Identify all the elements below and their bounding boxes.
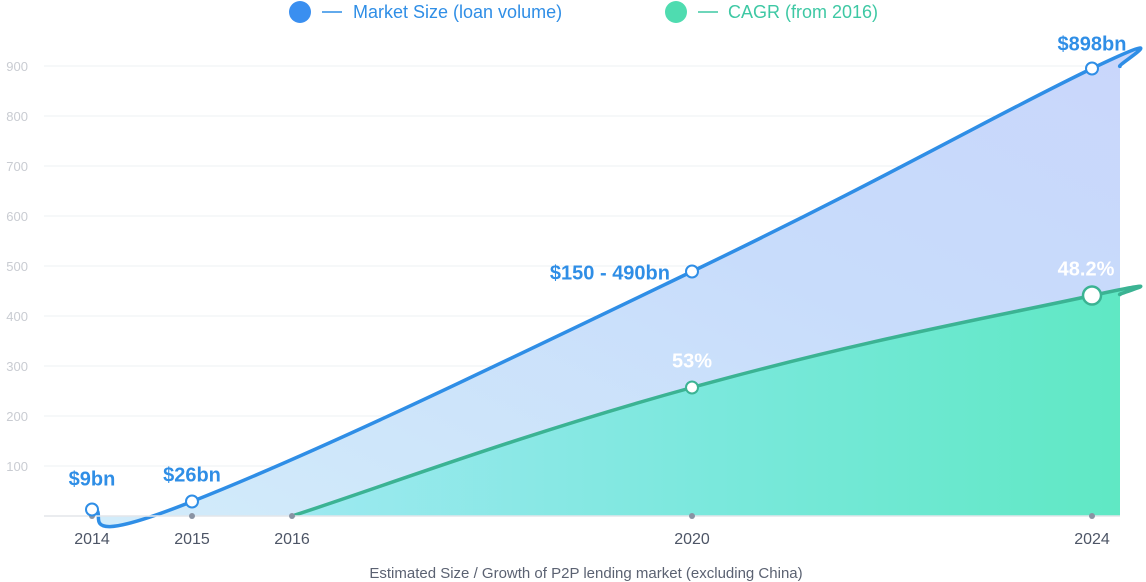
legend-marker-market-size <box>289 1 311 23</box>
data-label: $9bn <box>69 469 116 491</box>
y-tick-label: 100 <box>6 459 28 474</box>
x-axis: 2014 2015 2016 2020 2024 <box>44 513 1120 548</box>
y-tick-label: 900 <box>6 59 28 74</box>
y-tick-label: 500 <box>6 259 28 274</box>
legend-label-market-size: Market Size (loan volume) <box>353 2 562 22</box>
point-marker <box>1081 285 1103 306</box>
x-tick-dot <box>189 513 195 519</box>
y-tick-label: 400 <box>6 309 28 324</box>
point-marker <box>185 494 199 509</box>
legend: Market Size (loan volume) CAGR (from 201… <box>289 1 878 23</box>
y-tick-label: 300 <box>6 359 28 374</box>
plot-area <box>90 46 1143 529</box>
y-axis: 100 200 300 400 500 600 700 800 900 <box>6 59 28 474</box>
chart-caption: Estimated Size / Growth of P2P lending m… <box>369 565 802 582</box>
y-tick-label: 700 <box>6 159 28 174</box>
line-market-size <box>90 46 1143 529</box>
area-cagr <box>292 286 1141 516</box>
x-tick-dot <box>1089 513 1095 519</box>
point-marker <box>85 502 99 517</box>
legend-marker-cagr <box>665 1 687 23</box>
x-tick-label: 2015 <box>174 531 210 548</box>
x-tick-dot <box>289 513 295 519</box>
x-tick-label: 2020 <box>674 531 710 548</box>
x-tick-label: 2014 <box>74 531 110 548</box>
point-marker <box>685 380 699 395</box>
y-tick-label: 800 <box>6 109 28 124</box>
legend-label-cagr: CAGR (from 2016) <box>728 2 878 22</box>
point-marker <box>1085 61 1099 76</box>
data-label: 53% <box>672 351 712 373</box>
data-label: $26bn <box>163 465 221 487</box>
x-tick-label: 2016 <box>274 531 310 548</box>
line-cagr <box>290 284 1143 518</box>
data-label: $898bn <box>1058 34 1127 56</box>
x-tick-dot <box>689 513 695 519</box>
data-labels: $9bn $26bn $150 - 490bn $898bn 53% 48.2% <box>69 34 1127 517</box>
data-label: $150 - 490bn <box>550 263 670 285</box>
data-label: 48.2% <box>1058 259 1115 281</box>
x-tick-label: 2024 <box>1074 531 1110 548</box>
y-tick-label: 600 <box>6 209 28 224</box>
y-tick-label: 200 <box>6 409 28 424</box>
point-marker <box>685 264 699 279</box>
